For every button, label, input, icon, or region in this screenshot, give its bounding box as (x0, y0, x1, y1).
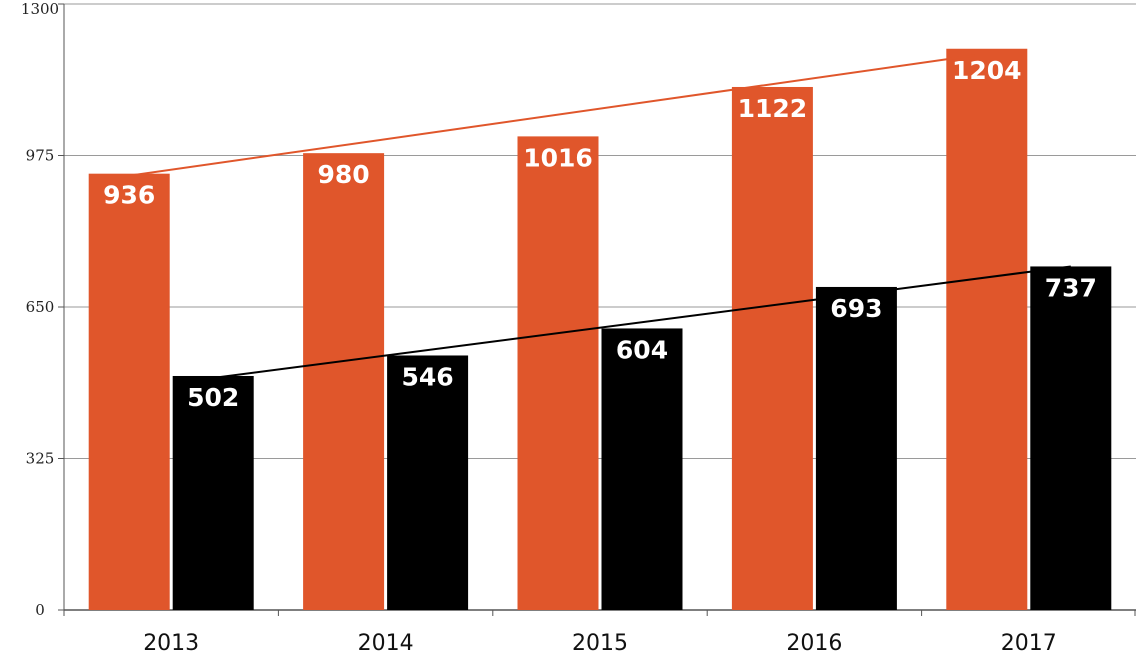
x-tick-label: 2016 (786, 631, 842, 656)
bar-series-1-2014 (303, 153, 385, 610)
y-tick-label: 0 (35, 601, 45, 619)
bar-series-1-2015 (517, 136, 599, 610)
bar-series-1-2016 (731, 86, 813, 610)
bar-series-2-2017 (1030, 266, 1112, 610)
y-tick-label: 325 (26, 450, 55, 468)
data-label: 1016 (523, 143, 593, 172)
data-label: 1122 (738, 94, 808, 123)
bar-series-2-2013 (172, 375, 254, 610)
data-label: 980 (318, 160, 370, 189)
trendline-series-1 (117, 54, 975, 179)
y-tick-label: 650 (26, 298, 55, 316)
data-label: 693 (830, 294, 882, 323)
x-tick-label: 2013 (143, 631, 199, 656)
tick-labels: 0 325 650 975 1300 2013 2014 2015 2016 2017 (21, 0, 1057, 656)
bar-series-2-2015 (601, 328, 683, 610)
trendlines (117, 54, 1071, 381)
data-label: 737 (1045, 273, 1097, 302)
trendline-series-2 (199, 265, 1071, 381)
data-label: 546 (402, 362, 454, 391)
y-tick-label: 1300 (21, 0, 59, 18)
x-tick-label: 2014 (358, 631, 414, 656)
bars (88, 48, 1112, 610)
y-tick-label: 975 (26, 147, 55, 165)
data-label: 936 (103, 181, 155, 210)
bar-series-2-2014 (387, 355, 469, 610)
bar-series-1-2017 (946, 48, 1028, 610)
data-label: 1204 (952, 56, 1022, 85)
data-label: 502 (187, 383, 239, 412)
bar-series-1-2013 (88, 173, 170, 610)
data-label: 604 (616, 335, 668, 364)
bar-series-2-2016 (815, 286, 897, 610)
x-tick-label: 2017 (1001, 631, 1057, 656)
data-labels: 936 980 1016 1122 1204 502 546 604 693 737 (103, 56, 1097, 412)
x-tick-label: 2015 (572, 631, 628, 656)
